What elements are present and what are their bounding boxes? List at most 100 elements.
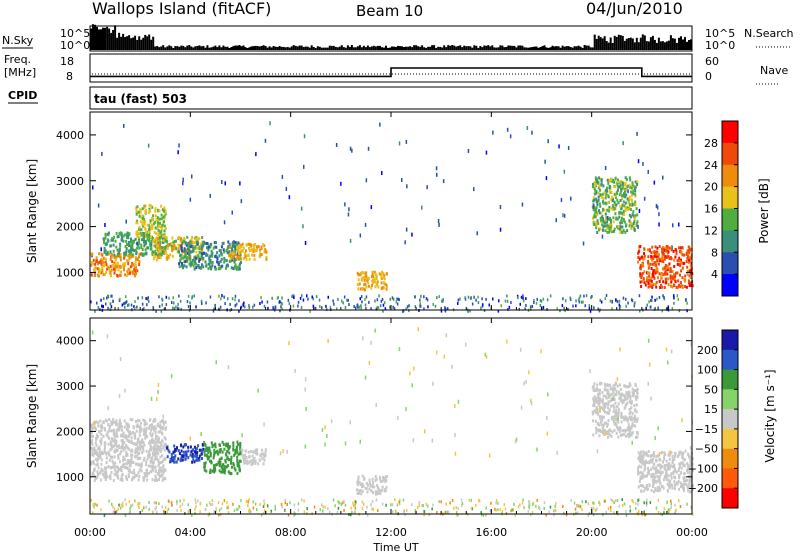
data-cell bbox=[672, 470, 675, 474]
data-cell bbox=[346, 298, 348, 302]
data-cell bbox=[419, 302, 421, 306]
data-cell bbox=[396, 302, 399, 306]
noise-bar bbox=[469, 46, 472, 50]
noise-bar bbox=[643, 35, 646, 50]
data-cell bbox=[380, 276, 383, 280]
data-cell bbox=[149, 228, 152, 232]
data-cell bbox=[628, 426, 631, 430]
data-cell bbox=[622, 186, 624, 190]
data-cell bbox=[300, 206, 303, 211]
data-cell bbox=[106, 267, 109, 271]
data-cell bbox=[218, 461, 221, 465]
data-cell bbox=[93, 467, 96, 471]
data-cell bbox=[590, 296, 592, 300]
data-cell bbox=[195, 305, 197, 309]
data-cell bbox=[402, 498, 405, 502]
noise-bar bbox=[100, 29, 102, 50]
data-cell bbox=[226, 247, 229, 251]
data-cell bbox=[158, 437, 161, 441]
data-cell bbox=[244, 461, 247, 465]
data-cell bbox=[675, 285, 678, 289]
data-cell bbox=[658, 296, 661, 299]
data-cell bbox=[588, 307, 591, 310]
data-cell bbox=[367, 281, 370, 285]
data-cell bbox=[689, 276, 692, 279]
data-cell bbox=[136, 445, 139, 449]
noise-bar bbox=[565, 46, 568, 50]
noise-bar bbox=[657, 37, 660, 50]
data-cell bbox=[501, 510, 504, 514]
data-cell bbox=[497, 309, 500, 313]
data-cell bbox=[411, 383, 413, 388]
data-cell bbox=[374, 492, 377, 496]
noise-bar bbox=[250, 46, 253, 50]
noise-bar bbox=[246, 48, 249, 50]
data-cell bbox=[136, 235, 139, 238]
data-cell bbox=[622, 503, 624, 507]
data-cell bbox=[103, 426, 106, 430]
data-cell bbox=[594, 210, 597, 214]
data-cell bbox=[293, 503, 296, 507]
data-cell bbox=[139, 421, 142, 425]
data-cell bbox=[121, 442, 124, 446]
data-cell bbox=[292, 294, 294, 298]
data-cell bbox=[367, 276, 370, 280]
noise-bar bbox=[270, 47, 273, 50]
data-cell bbox=[91, 252, 94, 256]
data-cell bbox=[681, 246, 684, 249]
data-cell bbox=[154, 209, 157, 213]
data-cell bbox=[92, 422, 95, 426]
data-cell bbox=[614, 422, 617, 426]
data-cell bbox=[106, 250, 109, 254]
data-cell bbox=[660, 283, 662, 287]
data-cell bbox=[120, 439, 123, 443]
data-cell bbox=[645, 279, 648, 283]
data-cell bbox=[611, 392, 613, 396]
data-cell bbox=[608, 226, 611, 230]
data-cell bbox=[155, 309, 157, 313]
data-cell bbox=[110, 274, 112, 278]
data-cell bbox=[657, 426, 659, 431]
noise-bar bbox=[326, 47, 329, 50]
data-cell bbox=[647, 454, 650, 458]
data-cell bbox=[646, 303, 648, 307]
data-cell bbox=[95, 443, 98, 447]
data-cell bbox=[131, 471, 134, 475]
data-cell bbox=[249, 243, 252, 246]
data-cell bbox=[92, 503, 95, 506]
data-cell bbox=[108, 429, 111, 433]
data-cell bbox=[231, 245, 234, 249]
data-cell bbox=[125, 274, 128, 278]
data-cell bbox=[135, 212, 138, 216]
data-cell bbox=[606, 402, 609, 406]
data-cell bbox=[605, 510, 607, 514]
data-cell bbox=[313, 306, 315, 310]
data-cell bbox=[606, 223, 609, 227]
data-cell bbox=[214, 265, 217, 269]
data-cell bbox=[615, 298, 617, 302]
data-cell bbox=[669, 450, 672, 455]
data-cell bbox=[155, 258, 158, 262]
data-cell bbox=[689, 256, 692, 260]
noise-bar bbox=[533, 46, 536, 50]
data-cell bbox=[96, 476, 99, 480]
data-cell bbox=[124, 301, 126, 305]
data-cell bbox=[633, 389, 636, 393]
data-cell bbox=[616, 412, 618, 415]
data-cell bbox=[676, 482, 679, 486]
data-cell bbox=[418, 504, 420, 508]
data-cell bbox=[105, 472, 108, 476]
noise-bar bbox=[387, 47, 389, 50]
data-cell bbox=[172, 306, 174, 310]
data-cell bbox=[602, 415, 605, 419]
data-cell bbox=[249, 450, 252, 454]
data-cell bbox=[155, 448, 158, 452]
data-cell bbox=[190, 250, 193, 254]
data-cell bbox=[622, 432, 625, 436]
data-cell bbox=[617, 402, 620, 406]
data-cell bbox=[135, 462, 137, 466]
data-cell bbox=[231, 266, 234, 270]
data-cell bbox=[148, 441, 150, 445]
data-cell bbox=[665, 280, 668, 284]
data-cell bbox=[303, 510, 306, 514]
